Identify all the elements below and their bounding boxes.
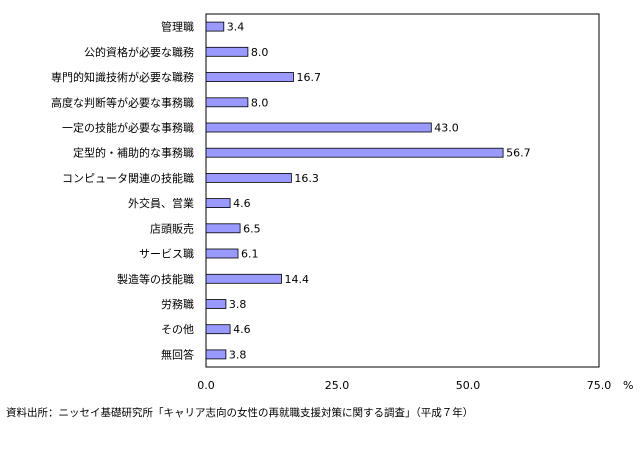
value-label: 16.3 bbox=[294, 172, 319, 185]
bar bbox=[205, 147, 504, 158]
bar bbox=[205, 122, 432, 133]
category-label: サービス職 bbox=[139, 248, 194, 261]
value-label: 8.0 bbox=[251, 46, 269, 59]
bar bbox=[205, 223, 241, 234]
value-label: 3.8 bbox=[229, 348, 247, 361]
bar bbox=[205, 97, 249, 108]
category-label: その他 bbox=[161, 323, 194, 336]
bar bbox=[205, 349, 227, 360]
bar bbox=[205, 324, 231, 335]
value-label: 3.4 bbox=[227, 21, 245, 34]
value-label: 14.4 bbox=[285, 273, 310, 286]
category-label: 外交員、営業 bbox=[128, 196, 194, 210]
x-tick-label: 50.0 bbox=[456, 379, 481, 392]
source-note: 資料出所：ニッセイ基礎研究所「キャリア志向の女性の再就職支援対策に関する調査」（… bbox=[6, 407, 474, 419]
bar bbox=[205, 21, 225, 32]
value-label: 43.0 bbox=[434, 122, 459, 135]
value-label: 3.8 bbox=[229, 298, 247, 311]
value-label: 4.6 bbox=[233, 197, 251, 210]
bar bbox=[205, 198, 231, 209]
category-label: 公的資格が必要な職務 bbox=[84, 45, 194, 59]
category-label: 管理職 bbox=[161, 20, 194, 34]
value-label: 6.1 bbox=[241, 248, 259, 261]
category-label: 定型的・補助的な事務職 bbox=[73, 146, 194, 160]
bar bbox=[205, 273, 282, 284]
bar bbox=[205, 46, 249, 57]
category-label: 店頭販売 bbox=[150, 221, 194, 235]
x-unit-label: % bbox=[623, 379, 633, 392]
bar-chart: 管理職公的資格が必要な職務専門的知識技術が必要な職務高度な判断等が必要な事務職一… bbox=[51, 13, 633, 392]
category-label: 無回答 bbox=[161, 347, 194, 361]
category-label: 製造等の技能職 bbox=[117, 272, 194, 286]
bar bbox=[205, 72, 294, 82]
bar bbox=[205, 248, 239, 259]
category-label: 高度な判断等が必要な事務職 bbox=[51, 95, 194, 109]
value-label: 8.0 bbox=[251, 96, 269, 109]
x-tick-label: 0.0 bbox=[197, 379, 215, 392]
bar bbox=[205, 172, 292, 183]
x-tick-label: 75.0 bbox=[587, 379, 612, 392]
category-label: 労務職 bbox=[161, 297, 194, 311]
plot-area bbox=[205, 13, 600, 368]
category-label: 一定の技能が必要な事務職 bbox=[62, 121, 194, 135]
value-label: 16.7 bbox=[297, 71, 322, 84]
bar bbox=[205, 299, 227, 309]
value-label: 56.7 bbox=[506, 147, 530, 160]
x-tick-label: 25.0 bbox=[325, 379, 350, 392]
value-label: 6.5 bbox=[243, 222, 261, 235]
value-label: 4.6 bbox=[233, 323, 251, 336]
category-label: 専門的知識技術が必要な職務 bbox=[51, 70, 194, 84]
category-label: コンピュータ関連の技能職 bbox=[62, 171, 194, 185]
